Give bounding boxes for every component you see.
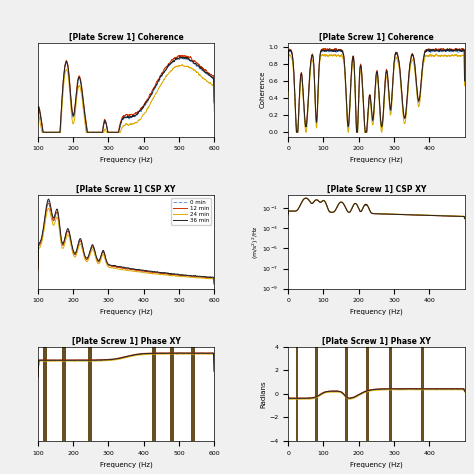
Title: [Plate Screw 1] Coherence: [Plate Screw 1] Coherence [69, 33, 183, 42]
Y-axis label: (m/s$^2$)$^2$/Hz: (m/s$^2$)$^2$/Hz [251, 225, 261, 259]
Legend: 0 min, 12 min, 24 min, 36 min: 0 min, 12 min, 24 min, 36 min [171, 198, 211, 225]
Title: [Plate Screw 1] Phase XY: [Plate Screw 1] Phase XY [322, 337, 431, 346]
X-axis label: Frequency (Hz): Frequency (Hz) [100, 309, 153, 316]
Y-axis label: Radians: Radians [261, 380, 266, 408]
Title: [Plate Screw 1] Phase XY: [Plate Screw 1] Phase XY [72, 337, 181, 346]
X-axis label: Frequency (Hz): Frequency (Hz) [100, 461, 153, 467]
X-axis label: Frequency (Hz): Frequency (Hz) [350, 157, 403, 164]
X-axis label: Frequency (Hz): Frequency (Hz) [350, 309, 403, 316]
X-axis label: Frequency (Hz): Frequency (Hz) [350, 461, 403, 467]
Title: [Plate Screw 1] Coherence: [Plate Screw 1] Coherence [319, 33, 434, 42]
Y-axis label: Coherence: Coherence [260, 71, 266, 108]
Title: [Plate Screw 1] CSP XY: [Plate Screw 1] CSP XY [76, 185, 176, 194]
Title: [Plate Screw 1] CSP XY: [Plate Screw 1] CSP XY [327, 185, 426, 194]
X-axis label: Frequency (Hz): Frequency (Hz) [100, 157, 153, 164]
